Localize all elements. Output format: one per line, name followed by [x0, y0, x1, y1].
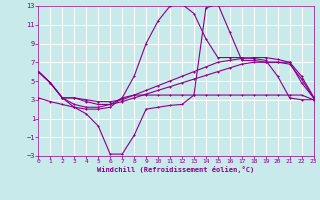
X-axis label: Windchill (Refroidissement éolien,°C): Windchill (Refroidissement éolien,°C) — [97, 166, 255, 173]
